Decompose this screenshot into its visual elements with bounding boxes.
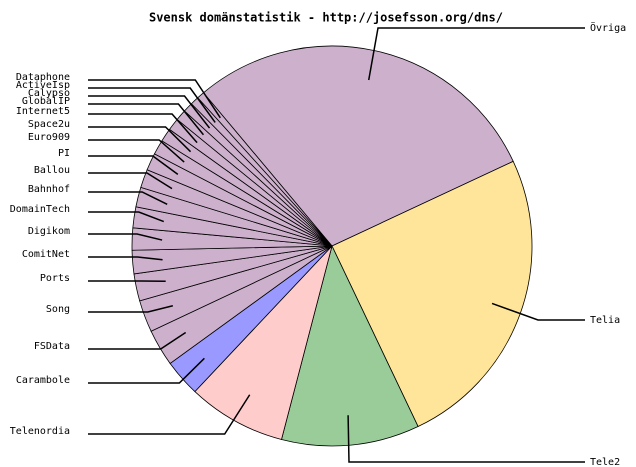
slice-label: Ballou xyxy=(34,165,70,176)
slice-label: Bahnhof xyxy=(28,184,70,195)
leader-line xyxy=(88,191,168,206)
leader-line xyxy=(347,415,585,463)
pie-slice xyxy=(281,244,419,447)
slice-label: Digikom xyxy=(28,226,70,237)
slice-label: Space2u xyxy=(28,119,70,130)
slice-label: Ports xyxy=(40,273,70,284)
slice-label: PI xyxy=(58,148,70,159)
slice-label: Telia xyxy=(590,315,620,326)
pie-slice xyxy=(202,45,514,247)
slice-label: ActiveIsp xyxy=(16,80,70,91)
leader-line xyxy=(491,302,585,321)
leader-line xyxy=(88,256,163,261)
slice-label: FSData xyxy=(34,341,70,352)
leader-line xyxy=(88,331,187,350)
leader-line xyxy=(88,172,173,190)
slice-label: Carambole xyxy=(16,375,70,386)
pie-slice xyxy=(194,245,333,441)
leader-line xyxy=(88,139,185,163)
leader-line xyxy=(88,233,163,241)
slice-label: DomainTech xyxy=(10,204,70,215)
leader-line xyxy=(88,126,192,153)
leader-line xyxy=(88,155,179,175)
slice-label: Telenordia xyxy=(10,426,70,437)
leader-line xyxy=(88,394,251,435)
slice-label: Övriga xyxy=(590,21,626,34)
leader-line xyxy=(88,79,221,119)
leader-line xyxy=(88,211,165,223)
leader-line xyxy=(88,103,205,136)
slice-label: Dataphone xyxy=(16,72,70,83)
leader-line xyxy=(88,357,205,384)
slice-label: Song xyxy=(46,304,70,315)
leader-line xyxy=(88,304,174,313)
slice-label: Calypso xyxy=(28,88,70,99)
leader-line xyxy=(88,95,211,129)
leader-line xyxy=(367,27,585,81)
slice-label: GlobalIP xyxy=(22,96,70,107)
slice-label: Euro909 xyxy=(28,132,70,143)
leader-line xyxy=(88,87,216,123)
slice-label: ComitNet xyxy=(22,249,70,260)
slice-label: Internet5 xyxy=(16,106,70,117)
chart-title: Svensk domänstatistik - http://josefsson… xyxy=(149,11,503,25)
leader-line xyxy=(88,113,198,144)
slice-label: Tele2 xyxy=(590,457,620,467)
